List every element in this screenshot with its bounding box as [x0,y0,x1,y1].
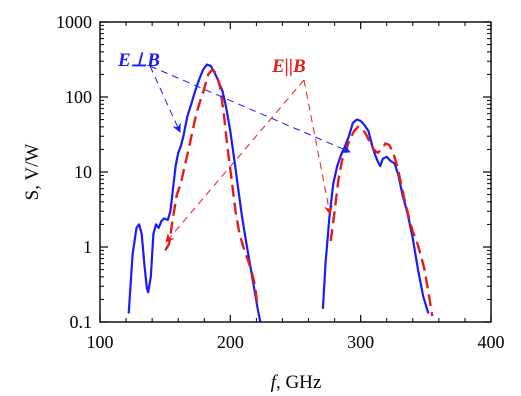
arrow-blue-to-right-peak [149,65,351,153]
series-e-perp-b-line-1 [127,63,262,323]
x-axis-title: f, GHz [271,372,322,393]
y-axis-title: S, V/W [22,144,43,201]
x-axis-variable: f [271,372,279,393]
y-tick-label: 1000 [56,12,92,32]
series-layer [127,63,434,323]
series-e-parallel-b-line-1 [164,68,259,309]
arrow-red-to-right-band [303,79,333,215]
annotation-e-parallel-b: E||B [271,56,306,77]
annotations: E⊥B E||B [117,50,351,243]
series-e-parallel-b-line-2 [329,125,434,317]
x-tick-label: 300 [347,332,374,352]
axis-ticks: 100 200 300 400 0.1 1 10 100 1000 [56,12,505,352]
x-axis-unit: , GHz [276,372,321,393]
x-tick-label: 200 [217,332,244,352]
y-tick-label: 100 [65,87,92,107]
series-e-perp-b-line-2 [321,118,430,314]
y-tick-label: 0.1 [70,312,93,332]
x-tick-label: 400 [478,332,505,352]
x-tick-label: 100 [87,332,114,352]
annotation-e-perp-b: E⊥B [117,50,160,71]
arrow-blue-to-left-peak [149,65,181,133]
y-tick-label: 1 [83,237,92,257]
y-tick-label: 10 [74,162,92,182]
